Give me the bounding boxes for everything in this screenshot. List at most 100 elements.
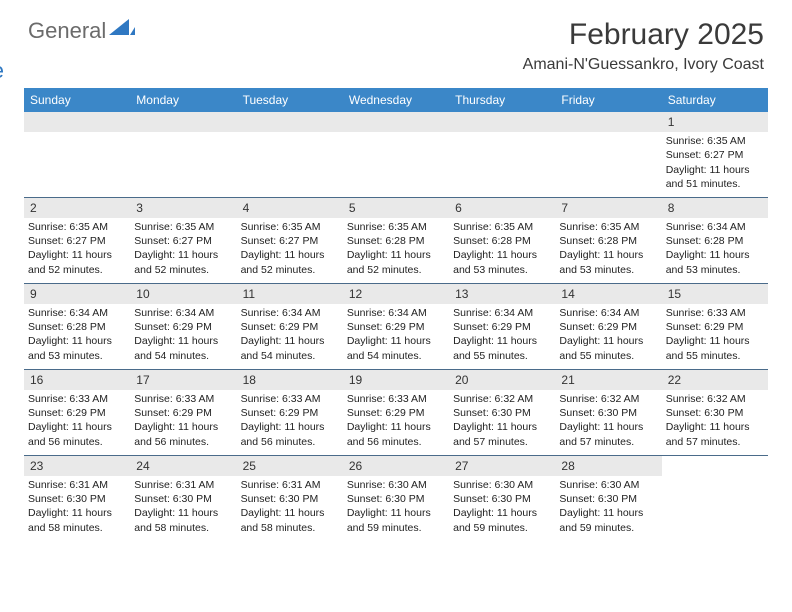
- calendar-row: 9Sunrise: 6:34 AMSunset: 6:28 PMDaylight…: [24, 283, 768, 369]
- day-cell: 11Sunrise: 6:34 AMSunset: 6:29 PMDayligh…: [237, 283, 343, 369]
- daylight-line: Daylight: 11 hours and 53 minutes.: [28, 334, 126, 362]
- empty-day-bar: [449, 112, 555, 132]
- day-number: 23: [24, 456, 130, 476]
- sunrise-line: Sunrise: 6:32 AM: [453, 392, 551, 406]
- empty-cell: [449, 112, 555, 197]
- day-number: 5: [343, 198, 449, 218]
- day-cell: 22Sunrise: 6:32 AMSunset: 6:30 PMDayligh…: [662, 369, 768, 455]
- empty-cell: [237, 112, 343, 197]
- day-cell: 13Sunrise: 6:34 AMSunset: 6:29 PMDayligh…: [449, 283, 555, 369]
- day-cell: 1Sunrise: 6:35 AMSunset: 6:27 PMDaylight…: [662, 112, 768, 197]
- sunrise-line: Sunrise: 6:34 AM: [559, 306, 657, 320]
- empty-cell: [24, 112, 130, 197]
- daylight-line: Daylight: 11 hours and 55 minutes.: [666, 334, 764, 362]
- day-cell: 6Sunrise: 6:35 AMSunset: 6:28 PMDaylight…: [449, 197, 555, 283]
- sunset-line: Sunset: 6:29 PM: [559, 320, 657, 334]
- daylight-line: Daylight: 11 hours and 53 minutes.: [453, 248, 551, 276]
- daylight-line: Daylight: 11 hours and 56 minutes.: [241, 420, 339, 448]
- sunset-line: Sunset: 6:29 PM: [134, 320, 232, 334]
- sunset-line: Sunset: 6:30 PM: [453, 406, 551, 420]
- empty-day-bar: [343, 112, 449, 132]
- title-block: February 2025 Amani-N'Guessankro, Ivory …: [523, 18, 764, 74]
- sunrise-line: Sunrise: 6:35 AM: [347, 220, 445, 234]
- daylight-line: Daylight: 11 hours and 59 minutes.: [453, 506, 551, 534]
- sunset-line: Sunset: 6:28 PM: [453, 234, 551, 248]
- empty-cell: [662, 455, 768, 541]
- sunset-line: Sunset: 6:29 PM: [453, 320, 551, 334]
- day-header-thursday: Thursday: [449, 88, 555, 112]
- day-cell: 7Sunrise: 6:35 AMSunset: 6:28 PMDaylight…: [555, 197, 661, 283]
- day-number: 24: [130, 456, 236, 476]
- sunrise-line: Sunrise: 6:34 AM: [134, 306, 232, 320]
- sunset-line: Sunset: 6:27 PM: [666, 148, 764, 162]
- empty-day-bar: [130, 112, 236, 132]
- sunset-line: Sunset: 6:27 PM: [28, 234, 126, 248]
- day-number: 21: [555, 370, 661, 390]
- day-cell: 8Sunrise: 6:34 AMSunset: 6:28 PMDaylight…: [662, 197, 768, 283]
- day-number: 13: [449, 284, 555, 304]
- location: Amani-N'Guessankro, Ivory Coast: [523, 56, 764, 74]
- empty-cell: [343, 112, 449, 197]
- daylight-line: Daylight: 11 hours and 52 minutes.: [134, 248, 232, 276]
- day-cell: 18 Sunrise: 6:33 AMSunset: 6:29 PMDayligh…: [237, 369, 343, 455]
- sunset-line: Sunset: 6:27 PM: [241, 234, 339, 248]
- day-number: 22: [662, 370, 768, 390]
- day-cell: 3Sunrise: 6:35 AMSunset: 6:27 PMDaylight…: [130, 197, 236, 283]
- sunset-line: Sunset: 6:27 PM: [134, 234, 232, 248]
- calendar-body: 1Sunrise: 6:35 AMSunset: 6:27 PMDaylight…: [24, 112, 768, 541]
- sunrise-line: Sunrise: 6:31 AM: [134, 478, 232, 492]
- day-number: 10: [130, 284, 236, 304]
- daylight-line: Daylight: 11 hours and 54 minutes.: [347, 334, 445, 362]
- calendar-row: 16Sunrise: 6:33 AMSunset: 6:29 PMDayligh…: [24, 369, 768, 455]
- sunset-line: Sunset: 6:30 PM: [559, 492, 657, 506]
- day-header-wednesday: Wednesday: [343, 88, 449, 112]
- day-cell: 9Sunrise: 6:34 AMSunset: 6:28 PMDaylight…: [24, 283, 130, 369]
- empty-day-bar: [237, 112, 343, 132]
- sunrise-line: Sunrise: 6:30 AM: [453, 478, 551, 492]
- day-cell: 4Sunrise: 6:35 AMSunset: 6:27 PMDaylight…: [237, 197, 343, 283]
- month-title: February 2025: [523, 18, 764, 52]
- day-header-tuesday: Tuesday: [237, 88, 343, 112]
- day-number: 18: [237, 370, 343, 390]
- day-number: 28: [555, 456, 661, 476]
- day-cell: 20Sunrise: 6:32 AMSunset: 6:30 PMDayligh…: [449, 369, 555, 455]
- sunrise-line: Sunrise: 6:35 AM: [241, 220, 339, 234]
- sunrise-line: Sunrise: 6:34 AM: [453, 306, 551, 320]
- day-number: 7: [555, 198, 661, 218]
- sunrise-line: Sunrise: 6:32 AM: [666, 392, 764, 406]
- day-number: 4: [237, 198, 343, 218]
- sunset-line: Sunset: 6:28 PM: [28, 320, 126, 334]
- day-number: 27: [449, 456, 555, 476]
- calendar-table: SundayMondayTuesdayWednesdayThursdayFrid…: [24, 88, 768, 541]
- sunset-line: Sunset: 6:30 PM: [453, 492, 551, 506]
- sunrise-line: Sunrise: 6:35 AM: [28, 220, 126, 234]
- daylight-line: Daylight: 11 hours and 58 minutes.: [241, 506, 339, 534]
- day-cell: 15Sunrise: 6:33 AMSunset: 6:29 PMDayligh…: [662, 283, 768, 369]
- sunrise-line: Sunrise: 6:33 AM: [666, 306, 764, 320]
- empty-cell: [130, 112, 236, 197]
- sunrise-line: Sunrise: 6:33 AM: [347, 392, 445, 406]
- day-cell: 19Sunrise: 6:33 AMSunset: 6:29 PMDayligh…: [343, 369, 449, 455]
- day-number: 12: [343, 284, 449, 304]
- day-header-row: SundayMondayTuesdayWednesdayThursdayFrid…: [24, 88, 768, 112]
- day-header-sunday: Sunday: [24, 88, 130, 112]
- sunrise-line: Sunrise: 6:31 AM: [28, 478, 126, 492]
- empty-cell: [555, 112, 661, 197]
- daylight-line: Daylight: 11 hours and 52 minutes.: [28, 248, 126, 276]
- sunset-line: Sunset: 6:28 PM: [559, 234, 657, 248]
- daylight-line: Daylight: 11 hours and 54 minutes.: [241, 334, 339, 362]
- day-cell: 12Sunrise: 6:34 AMSunset: 6:29 PMDayligh…: [343, 283, 449, 369]
- sunset-line: Sunset: 6:29 PM: [666, 320, 764, 334]
- sunset-line: Sunset: 6:29 PM: [241, 406, 339, 420]
- day-number: 11: [237, 284, 343, 304]
- day-cell: 21Sunrise: 6:32 AMSunset: 6:30 PMDayligh…: [555, 369, 661, 455]
- sunrise-line: Sunrise: 6:33 AM: [241, 392, 339, 406]
- daylight-line: Daylight: 11 hours and 57 minutes.: [666, 420, 764, 448]
- empty-day-bar: [555, 112, 661, 132]
- day-cell: 2Sunrise: 6:35 AMSunset: 6:27 PMDaylight…: [24, 197, 130, 283]
- daylight-line: Daylight: 11 hours and 58 minutes.: [28, 506, 126, 534]
- daylight-line: Daylight: 11 hours and 58 minutes.: [134, 506, 232, 534]
- sunset-line: Sunset: 6:30 PM: [28, 492, 126, 506]
- day-cell: 10Sunrise: 6:34 AMSunset: 6:29 PMDayligh…: [130, 283, 236, 369]
- day-cell: 28Sunrise: 6:30 AMSunset: 6:30 PMDayligh…: [555, 455, 661, 541]
